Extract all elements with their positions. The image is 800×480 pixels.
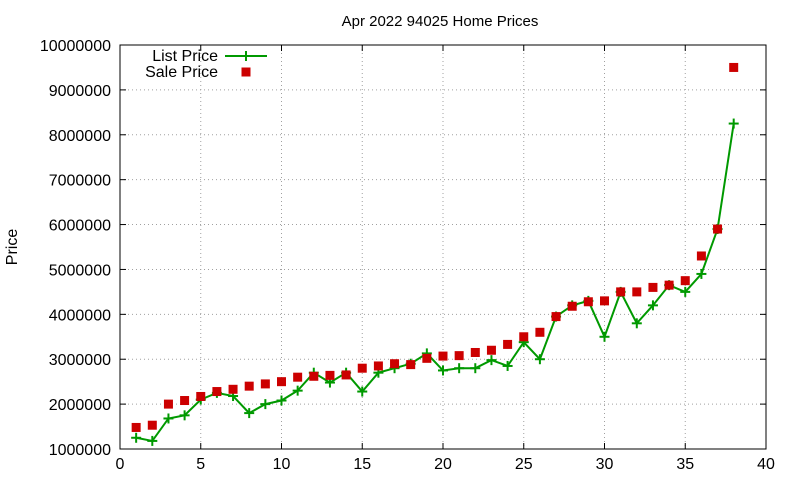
sale-price-point (277, 377, 286, 387)
list-price-point (147, 435, 158, 446)
list-price-point (357, 386, 368, 397)
series-sale-price (131, 62, 739, 432)
y-tick-label: 7000000 (49, 173, 111, 190)
sale-price-point (260, 379, 270, 389)
sale-price-point (713, 224, 723, 234)
list-price-point (696, 268, 707, 279)
sale-price-point (212, 387, 222, 397)
sale-price-point (503, 339, 513, 349)
y-tick-label: 8000000 (49, 128, 111, 145)
list-price-point (260, 399, 271, 410)
sale-price-point (486, 345, 496, 355)
list-price-point (292, 385, 303, 396)
sale-price-point (616, 287, 626, 297)
y-tick-label: 6000000 (49, 218, 111, 235)
sale-price-point (244, 381, 254, 391)
series-list-price (131, 118, 739, 446)
sale-price-point (648, 282, 658, 292)
y-tick-label: 1000000 (49, 442, 111, 459)
sale-price-point (551, 312, 561, 322)
x-tick-label: 10 (273, 456, 291, 473)
list-price-point (599, 331, 610, 342)
list-price-point (179, 410, 190, 421)
x-tick-label: 15 (353, 456, 371, 473)
list-price-point (728, 118, 739, 129)
axis-ticks: 0 5 10 15 20 25 30 35 40 1000000 2000000 3000000 400… (40, 38, 775, 473)
list-price-point (647, 300, 658, 311)
list-price-point (163, 413, 174, 424)
list-price-point (534, 354, 545, 365)
sale-price-point (373, 361, 383, 371)
list-price-point (486, 355, 497, 366)
list-price-point (438, 365, 448, 376)
sale-price-point (696, 251, 706, 261)
sale-price-point (470, 347, 480, 357)
sale-price-point (357, 363, 367, 373)
list-price-point (502, 360, 513, 371)
list-price-point (470, 363, 481, 374)
list-price-point (244, 408, 255, 419)
sale-price-point (600, 296, 609, 306)
sale-price-point (406, 360, 416, 370)
legend-marker-sale-price (241, 67, 251, 77)
x-tick-label: 40 (757, 456, 775, 473)
x-tick-label: 20 (434, 456, 452, 473)
sale-price-point (680, 276, 690, 286)
list-price-point (276, 395, 287, 406)
sale-price-point (535, 327, 545, 337)
series-layer (131, 62, 739, 446)
sale-price-point (632, 287, 642, 297)
sale-price-point (567, 301, 577, 311)
y-tick-label: 10000000 (40, 38, 111, 55)
sale-price-point (664, 280, 674, 290)
list-price-line (135, 123, 735, 443)
y-tick-label: 3000000 (49, 352, 111, 369)
list-price-point (454, 363, 465, 374)
x-tick-label: 0 (116, 456, 125, 473)
sale-price-point (422, 353, 432, 363)
sale-price-point (729, 62, 739, 72)
sale-price-point (390, 359, 400, 369)
sale-price-point (438, 351, 448, 361)
legend-marker-list-price (241, 51, 251, 61)
sale-price-point (519, 332, 529, 342)
list-price-point (631, 318, 642, 329)
sale-price-point (228, 384, 238, 394)
legend-label-sale-price: Sale Price (145, 64, 218, 81)
sale-price-point (325, 370, 335, 380)
x-tick-label: 25 (515, 456, 533, 473)
sale-price-point (163, 399, 173, 409)
y-tick-label: 9000000 (49, 83, 111, 100)
list-price-point (680, 286, 691, 297)
x-tick-label: 35 (676, 456, 694, 473)
list-price-point (131, 432, 142, 443)
sale-price-point (131, 422, 141, 432)
sale-price-point (583, 297, 593, 307)
y-tick-label: 5000000 (49, 262, 111, 279)
y-axis-label: Price (4, 229, 21, 266)
chart-title: Apr 2022 94025 Home Prices (342, 13, 539, 30)
sale-price-point (196, 391, 206, 401)
sale-price-point (454, 351, 464, 361)
sale-price-point (147, 420, 157, 430)
legend-label-list-price: List Price (152, 48, 218, 65)
y-tick-label: 4000000 (49, 307, 111, 324)
y-tick-label: 2000000 (49, 397, 111, 414)
x-tick-label: 5 (196, 456, 205, 473)
sale-price-point (293, 372, 303, 382)
sale-price-point (309, 371, 319, 381)
sale-price-point (180, 396, 190, 406)
x-tick-label: 30 (596, 456, 614, 473)
sale-price-point (341, 370, 351, 380)
